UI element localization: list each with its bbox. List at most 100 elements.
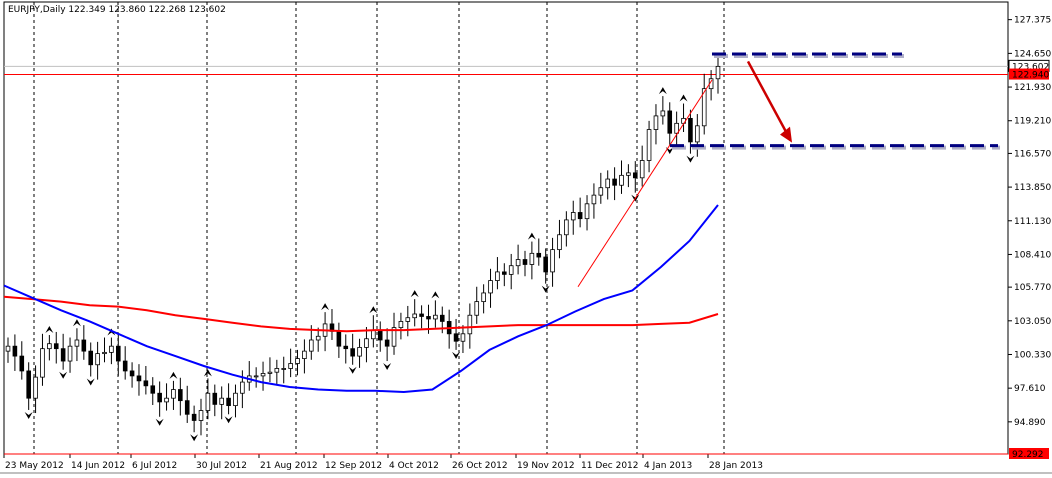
price-label-1: 122.940 bbox=[1012, 71, 1049, 81]
candle-body-66 bbox=[460, 333, 466, 342]
candle-body-59 bbox=[412, 313, 417, 319]
fractal-down-32 bbox=[224, 416, 233, 424]
candle-body-21 bbox=[150, 385, 156, 394]
fractal-down-8 bbox=[59, 371, 68, 379]
y-tick-label-9: 103.050 bbox=[1014, 317, 1051, 327]
moving-average-slow bbox=[3, 295, 719, 333]
candle-body-33 bbox=[233, 392, 238, 407]
candle-body-92 bbox=[639, 160, 645, 179]
candle-body-24 bbox=[171, 389, 176, 399]
candle-body-56 bbox=[391, 327, 397, 347]
candle-body-8 bbox=[60, 348, 66, 362]
candle-body-2 bbox=[19, 355, 25, 372]
fractal-up-15 bbox=[107, 328, 116, 336]
candle-body-7 bbox=[53, 343, 59, 350]
candle-body-65 bbox=[453, 333, 459, 342]
candle-body-99 bbox=[688, 117, 693, 143]
candle-body-45 bbox=[315, 335, 321, 341]
candle-body-101 bbox=[701, 88, 707, 127]
candle-body-75 bbox=[522, 259, 528, 265]
candle-body-62 bbox=[433, 314, 438, 320]
price-label-0: 123.602 bbox=[1012, 62, 1049, 72]
candle-body-89 bbox=[619, 174, 624, 186]
candle-body-39 bbox=[274, 368, 280, 373]
candle-body-82 bbox=[570, 212, 576, 221]
y-tick-label-0: 127.375 bbox=[1014, 16, 1051, 26]
candle-body-76 bbox=[529, 252, 535, 265]
candle-body-73 bbox=[508, 265, 514, 275]
candle-body-22 bbox=[157, 392, 162, 403]
candle-body-3 bbox=[26, 370, 31, 399]
target-arrow-shaft bbox=[746, 60, 789, 135]
candle-body-18 bbox=[129, 370, 135, 377]
candle-body-40 bbox=[281, 368, 287, 370]
candle-body-31 bbox=[219, 397, 224, 405]
candle-body-16 bbox=[115, 345, 121, 362]
candle-body-5 bbox=[40, 348, 45, 378]
x-tick-label-10: 4 Jan 2013 bbox=[644, 461, 692, 471]
candle-body-58 bbox=[405, 317, 411, 322]
candle-body-15 bbox=[109, 345, 114, 353]
y-tick-label-12: 94.890 bbox=[1014, 418, 1046, 428]
candle-body-85 bbox=[591, 194, 597, 205]
candle-body-42 bbox=[295, 358, 300, 364]
y-tick-label-3: 119.210 bbox=[1014, 117, 1051, 127]
candle-body-10 bbox=[74, 339, 80, 347]
candle-body-11 bbox=[81, 339, 87, 352]
chart-title: EURJPY,Daily 122.349 123.860 122.268 123… bbox=[8, 5, 226, 15]
candle-body-54 bbox=[377, 329, 383, 341]
x-tick-label-1: 14 Jun 2012 bbox=[71, 461, 125, 471]
x-tick-label-3: 30 Jul 2012 bbox=[196, 461, 247, 471]
trend-line bbox=[577, 79, 713, 288]
y-tick-label-8: 105.770 bbox=[1014, 283, 1051, 293]
fractal-up-98 bbox=[679, 94, 688, 102]
fractal-down-55 bbox=[383, 363, 392, 371]
price-label-2: 92.292 bbox=[1012, 450, 1044, 460]
fractal-up-95 bbox=[658, 87, 667, 95]
candle-body-61 bbox=[426, 316, 431, 320]
candle-body-13 bbox=[95, 353, 100, 366]
moving-average-fast bbox=[3, 204, 719, 394]
candle-body-49 bbox=[343, 345, 349, 350]
y-tick-label-4: 116.570 bbox=[1014, 149, 1051, 159]
candle-body-87 bbox=[605, 178, 611, 189]
candle-body-70 bbox=[488, 280, 493, 294]
fractal-down-27 bbox=[190, 434, 199, 442]
candle-body-53 bbox=[371, 329, 376, 340]
candle-body-83 bbox=[577, 212, 583, 220]
x-tick-label-6: 4 Oct 2012 bbox=[389, 461, 439, 471]
fractal-down-65 bbox=[452, 351, 461, 359]
x-tick-label-0: 23 May 2012 bbox=[5, 461, 64, 471]
candle-body-91 bbox=[632, 172, 638, 179]
y-tick-label-5: 113.850 bbox=[1014, 183, 1051, 193]
candle-body-25 bbox=[178, 389, 183, 402]
fractal-up-76 bbox=[527, 232, 536, 240]
candle-body-26 bbox=[184, 400, 190, 415]
candle-body-51 bbox=[357, 347, 362, 357]
plot-area bbox=[3, 1, 1009, 455]
candle-body-29 bbox=[205, 392, 211, 411]
candle-body-37 bbox=[260, 373, 266, 377]
candle-body-71 bbox=[495, 271, 500, 281]
y-tick-label-2: 121.930 bbox=[1014, 83, 1051, 93]
x-tick-label-4: 21 Aug 2012 bbox=[260, 461, 318, 471]
x-tick-label-9: 11 Dec 2012 bbox=[581, 461, 639, 471]
x-tick-label-8: 19 Nov 2012 bbox=[517, 461, 575, 471]
candle-body-63 bbox=[439, 314, 445, 322]
x-tick-label-11: 28 Jan 2013 bbox=[709, 461, 763, 471]
fractal-up-53 bbox=[369, 306, 378, 314]
candle-body-6 bbox=[47, 343, 52, 350]
fractal-down-12 bbox=[86, 378, 95, 386]
candle-body-30 bbox=[212, 392, 218, 405]
candle-body-43 bbox=[302, 350, 307, 359]
candle-body-77 bbox=[536, 252, 542, 258]
fractal-down-3 bbox=[24, 411, 33, 419]
candle-body-38 bbox=[267, 371, 273, 374]
candle-body-41 bbox=[288, 363, 293, 369]
candle-body-57 bbox=[398, 321, 404, 329]
price-label-box-2 bbox=[1009, 448, 1049, 459]
candle-body-69 bbox=[481, 292, 486, 303]
candle-body-28 bbox=[198, 410, 204, 421]
candle-body-55 bbox=[384, 339, 390, 347]
